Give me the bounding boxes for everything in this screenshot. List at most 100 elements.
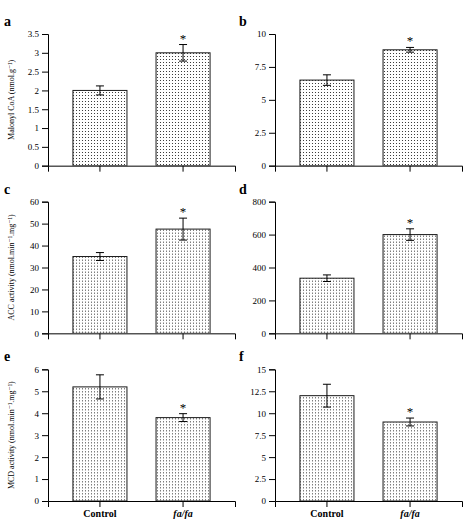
error-bar (323, 75, 331, 86)
y-tick: 3 (35, 48, 49, 58)
x-axis (276, 333, 463, 339)
y-axis: 02.557.510 (255, 29, 276, 171)
bar (300, 278, 354, 333)
y-tick-mark (42, 72, 48, 73)
y-tick-label: 0 (262, 161, 267, 171)
y-tick-mark (269, 133, 275, 134)
y-tick-label: 3 (35, 431, 40, 441)
x-axis: Controlfa/fa (49, 501, 236, 519)
x-tick (183, 333, 184, 339)
y-tick-label: 2.5 (255, 474, 267, 484)
y-tick: 2 (35, 86, 49, 96)
error-bar-cap (179, 421, 187, 422)
bar (300, 80, 354, 166)
bar (73, 90, 127, 165)
y-tick-mark (269, 300, 275, 301)
error-bar-cap (96, 94, 104, 95)
x-tick-label: fa/fa (400, 508, 419, 519)
y-axis: 00.511.522.533.5 (28, 29, 49, 171)
x-axis-line (276, 334, 463, 340)
y-tick: 10 (257, 409, 275, 419)
panel: 0200400600800*d (239, 182, 463, 340)
x-tick (99, 166, 100, 172)
y-axis-line (42, 35, 49, 167)
y-tick: 50 (30, 219, 48, 229)
bar (73, 257, 127, 334)
error-bar-cap (406, 240, 414, 241)
y-tick: 15 (257, 365, 275, 375)
y-tick-mark (269, 369, 275, 370)
y-tick: 0.5 (28, 142, 48, 152)
y-tick-label: 10 (30, 307, 40, 317)
error-bar-cap (96, 398, 104, 399)
y-tick-mark (42, 413, 48, 414)
y-tick-label: 1.5 (28, 105, 40, 115)
y-axis-line (269, 370, 276, 502)
y-tick-mark (269, 34, 275, 35)
y-tick-label: 7.5 (255, 62, 267, 72)
panel: 0123456Controlfa/fa*MCD activity (nmol.m… (4, 349, 236, 519)
y-tick-label: 12.5 (250, 387, 266, 397)
y-tick-label: 0 (35, 161, 40, 171)
error-bar (323, 384, 331, 407)
significance-marker: * (407, 33, 414, 48)
y-tick-label: 2 (35, 86, 40, 96)
significance-marker: * (407, 215, 414, 230)
plot-area (73, 45, 210, 166)
bar (383, 50, 437, 166)
y-tick-mark (42, 53, 48, 54)
y-tick: 4 (35, 409, 49, 419)
y-tick-label: 2 (35, 452, 40, 462)
y-tick-mark (42, 166, 48, 167)
y-tick: 400 (253, 263, 276, 273)
y-tick-mark (42, 457, 48, 458)
y-tick-label: 30 (30, 263, 40, 273)
error-bar (179, 45, 187, 62)
error-bar-cap (179, 240, 187, 241)
y-tick: 0 (262, 161, 276, 171)
y-tick: 6 (35, 365, 49, 375)
y-axis: 02.557.51012.515 (250, 365, 275, 507)
y-tick-mark (42, 128, 48, 129)
error-bar-cap (406, 425, 414, 426)
x-tick-label: fa/fa (173, 508, 192, 519)
y-axis-line (42, 202, 49, 334)
plot-area (73, 375, 210, 501)
y-tick-mark (269, 457, 275, 458)
y-tick-label: 50 (30, 219, 40, 229)
error-bar-cap (96, 260, 104, 261)
x-axis-line (49, 166, 236, 172)
y-tick: 2 (35, 452, 49, 462)
y-tick-mark (42, 109, 48, 110)
y-tick: 2.5 (255, 474, 275, 484)
y-tick-mark (42, 369, 48, 370)
y-tick-label: 200 (253, 296, 267, 306)
x-axis-line (276, 166, 463, 172)
error-bar-cap (323, 274, 331, 275)
y-tick-label: 2.5 (28, 67, 40, 77)
x-tick (410, 333, 411, 339)
error-bar-stem (183, 218, 184, 240)
y-tick-mark (269, 268, 275, 269)
error-bar (323, 275, 331, 282)
y-axis: 0200400600800 (253, 197, 276, 339)
y-tick: 3 (35, 431, 49, 441)
y-tick-label: 0 (262, 329, 267, 339)
error-bar-stem (326, 75, 327, 86)
error-bar (96, 253, 104, 261)
y-axis-title: Malonyl CoA (nmol.g⁻¹) (7, 59, 16, 140)
y-tick-mark (42, 311, 48, 312)
x-tick-mark (410, 333, 411, 339)
bar (156, 53, 210, 166)
error-bar (96, 86, 104, 95)
y-tick-label: 5 (262, 95, 267, 105)
error-bar (179, 218, 187, 240)
y-tick-label: 1 (35, 123, 40, 133)
y-tick: 1 (35, 123, 49, 133)
error-bar-cap (96, 252, 104, 253)
plot-area (300, 47, 437, 165)
y-tick-mark (42, 246, 48, 247)
y-tick-label: 0 (35, 329, 40, 339)
bar (383, 422, 437, 501)
bar (383, 235, 437, 334)
